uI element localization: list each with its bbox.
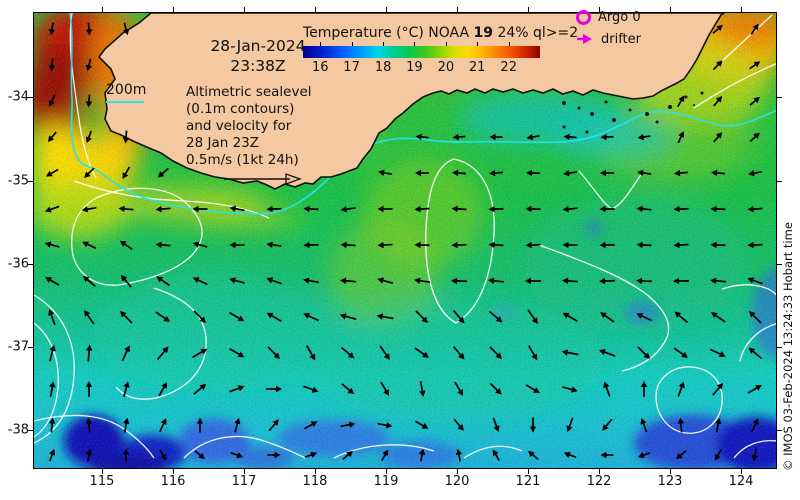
argo-label: Argo 0 bbox=[598, 9, 641, 25]
colorbar-tick-mark bbox=[477, 42, 479, 46]
x-tick-label: 119 bbox=[373, 474, 399, 489]
colorbar-title: Temperature (°C) NOAA 19 24% ql>=2 bbox=[303, 25, 578, 41]
legend-drifter-row: drifter bbox=[576, 28, 641, 50]
y-tick-label: -38 bbox=[7, 422, 29, 438]
drifter-marker-icon bbox=[577, 34, 592, 44]
x-tick-label: 122 bbox=[586, 474, 612, 489]
island-dots bbox=[562, 91, 704, 134]
x-tick-label: 118 bbox=[302, 474, 328, 489]
drifter-label: drifter bbox=[601, 31, 641, 47]
colorbar-tick-mark bbox=[414, 42, 416, 46]
isobath-scale-label: 200m bbox=[106, 82, 146, 103]
date-line: 28-Jan-2024 bbox=[210, 37, 306, 55]
altimetry-info-line: 28 Jan 23Z bbox=[186, 135, 259, 151]
x-tick-label: 121 bbox=[515, 474, 541, 489]
y-tick-label: -37 bbox=[7, 339, 29, 355]
isobath-sample-line bbox=[106, 101, 144, 103]
colorbar-tick-label: 20 bbox=[437, 60, 455, 75]
y-tick-label: -35 bbox=[7, 173, 29, 189]
colorbar-tick-mark bbox=[445, 42, 447, 46]
colorbar-tick-mark bbox=[320, 42, 322, 46]
x-tick-label: 120 bbox=[444, 474, 470, 489]
temperature-colorbar bbox=[303, 46, 540, 58]
time-line: 23:38Z bbox=[230, 57, 286, 75]
y-tick-label: -34 bbox=[7, 89, 29, 105]
legend-argo-row: Argo 0 bbox=[576, 6, 641, 28]
colorbar-title-prefix: Temperature (°C) NOAA bbox=[303, 25, 474, 41]
x-tick-label: 116 bbox=[160, 474, 186, 489]
isobath-scale-text: 200m bbox=[106, 82, 147, 98]
imos-credit-text: © IMOS 03-Feb-2024 13:24:33 Hobart time bbox=[781, 222, 795, 471]
sst-map-canvas bbox=[34, 13, 776, 468]
argo-marker-icon bbox=[576, 9, 591, 25]
colorbar-tick-mark bbox=[508, 42, 510, 46]
colorbar-tick-label: 21 bbox=[468, 60, 486, 75]
map-plot-area bbox=[33, 12, 777, 469]
y-tick-label: -36 bbox=[7, 256, 29, 272]
marker-legend: Argo 0 drifter bbox=[576, 6, 641, 50]
colorbar-satellite-number: 19 bbox=[473, 25, 494, 41]
x-tick-label: 124 bbox=[728, 474, 754, 489]
land-australia bbox=[97, 13, 726, 190]
altimetry-info-line: and velocity for bbox=[186, 118, 292, 134]
colorbar-tick-label: 22 bbox=[500, 60, 517, 75]
altimetry-info-line: Altimetric sealevel bbox=[186, 84, 312, 100]
colorbar-title-suffix: 24% ql>=2 bbox=[493, 25, 579, 41]
altimetry-info-line: 0.5m/s (1kt 24h) bbox=[186, 152, 299, 168]
x-tick-label: 115 bbox=[89, 474, 115, 489]
colorbar-tick-label: 19 bbox=[406, 60, 423, 75]
colorbar-tick-mark bbox=[351, 42, 353, 46]
x-tick-label: 117 bbox=[231, 474, 257, 489]
colorbar-tick-mark bbox=[383, 42, 385, 46]
velocity-scale-arrow bbox=[224, 173, 302, 185]
altimetry-info-line: (0.1m contours) bbox=[186, 101, 295, 117]
map-datetime-label: 28-Jan-2024 23:38Z bbox=[183, 36, 333, 76]
colorbar-tick-label: 16 bbox=[312, 60, 329, 75]
x-tick-label: 123 bbox=[657, 474, 683, 489]
velocity-arrow-field bbox=[44, 22, 763, 462]
colorbar-tick-label: 18 bbox=[374, 60, 392, 75]
colorbar-tick-label: 17 bbox=[343, 60, 360, 75]
altimetry-info-box: Altimetric sealevel (0.1m contours) and ve… bbox=[186, 84, 312, 169]
